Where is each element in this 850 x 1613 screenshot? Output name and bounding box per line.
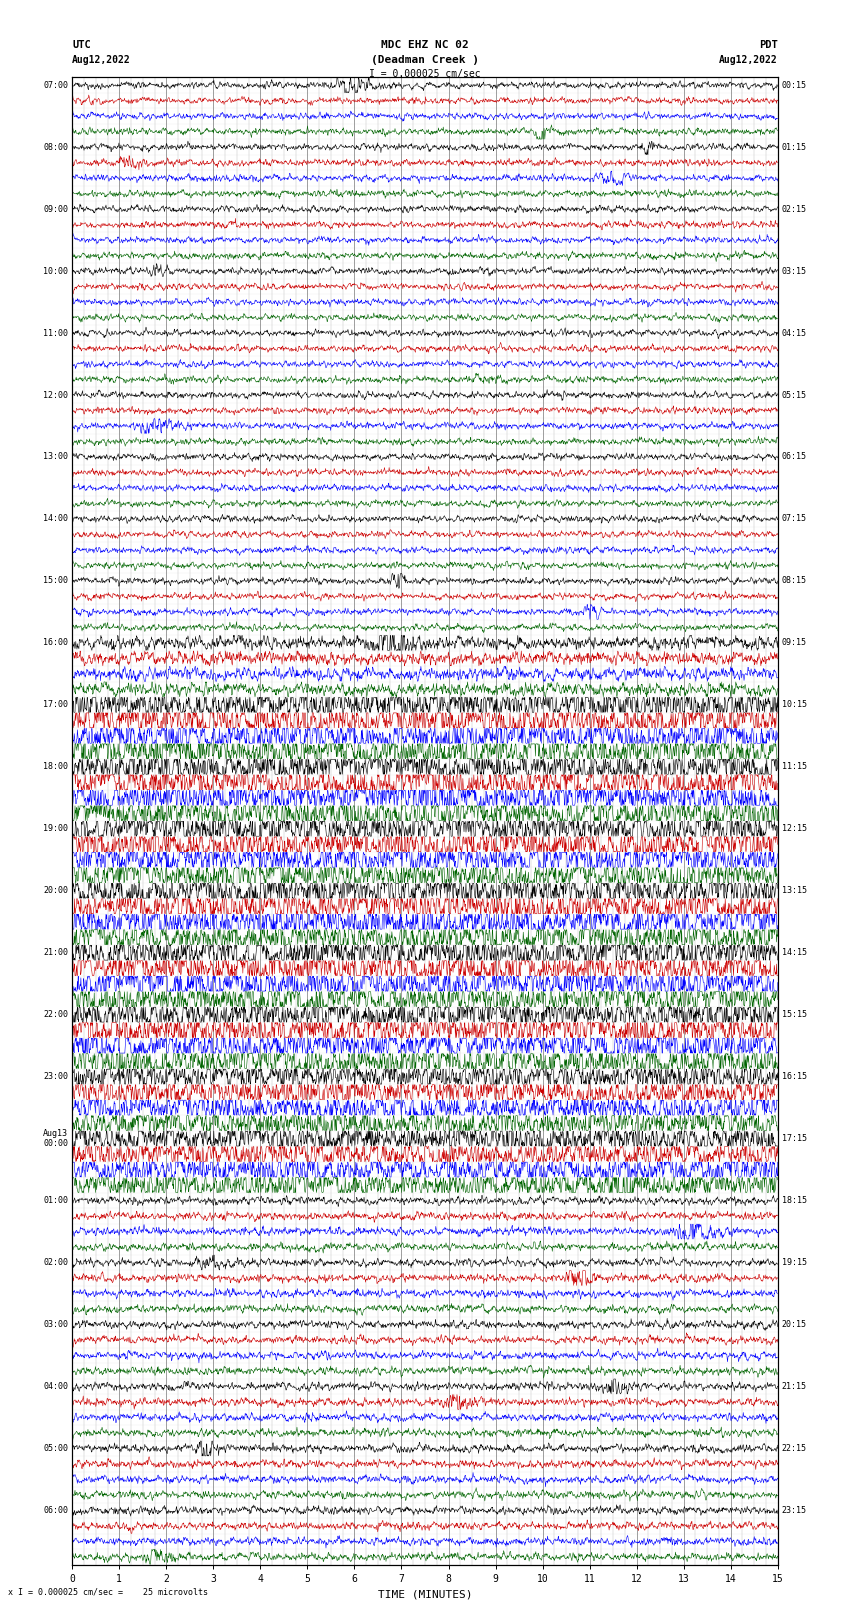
Text: Aug12,2022: Aug12,2022	[72, 55, 131, 65]
X-axis label: TIME (MINUTES): TIME (MINUTES)	[377, 1589, 473, 1598]
Text: UTC: UTC	[72, 40, 91, 50]
Text: MDC EHZ NC 02: MDC EHZ NC 02	[381, 40, 469, 50]
Text: Aug12,2022: Aug12,2022	[719, 55, 778, 65]
Text: I = 0.000025 cm/sec: I = 0.000025 cm/sec	[369, 69, 481, 79]
Text: x I = 0.000025 cm/sec =    25 microvolts: x I = 0.000025 cm/sec = 25 microvolts	[8, 1587, 208, 1597]
Text: PDT: PDT	[759, 40, 778, 50]
Text: (Deadman Creek ): (Deadman Creek )	[371, 55, 479, 65]
